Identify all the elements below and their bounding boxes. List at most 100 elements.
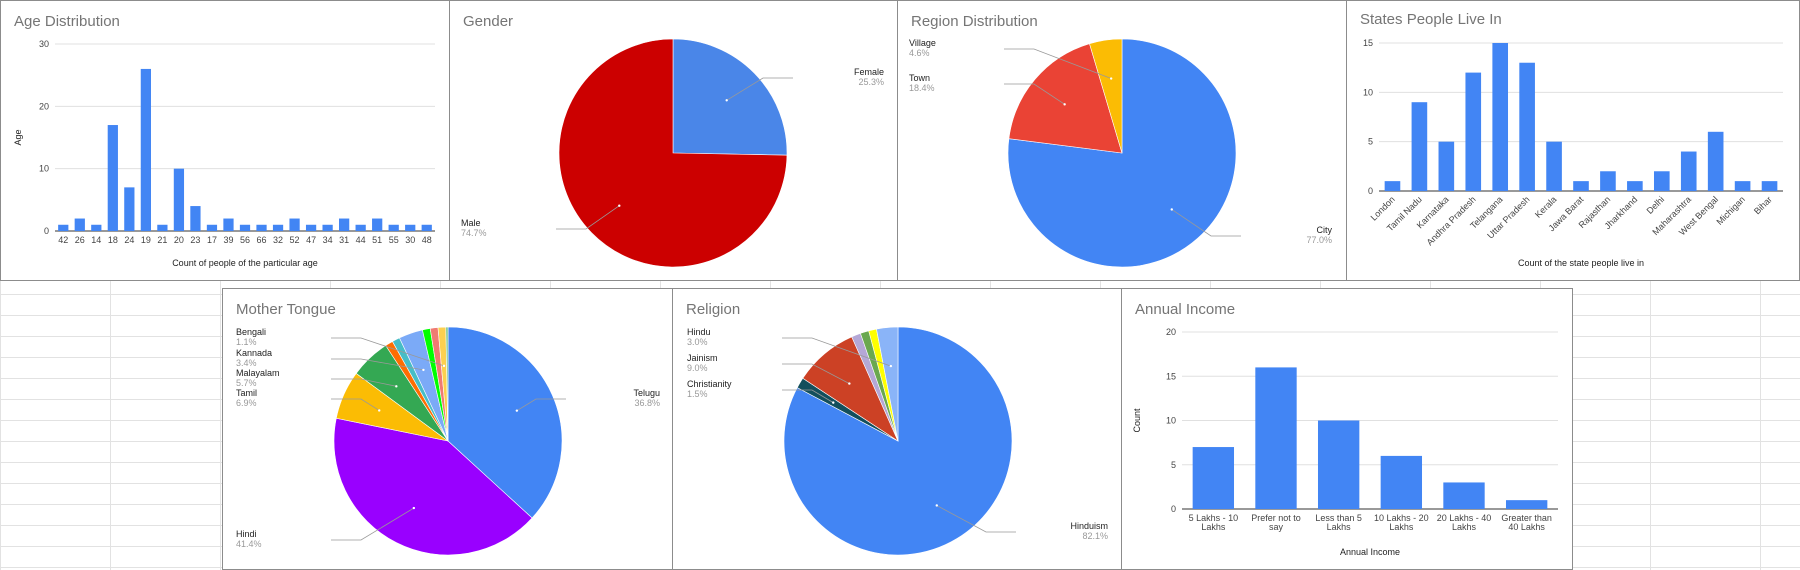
bar [1519, 62, 1535, 191]
bar [58, 224, 69, 231]
slice-percent: 25.3% [858, 77, 884, 87]
x-tick-label: 24 [124, 235, 134, 245]
bar [256, 224, 267, 231]
bar [190, 206, 201, 231]
chart-title: Religion [686, 301, 741, 318]
x-tick-label: 20 Lakhs - 40 [1437, 513, 1492, 523]
bar [388, 224, 399, 231]
bar [322, 224, 333, 231]
x-tick-label: 51 [372, 235, 382, 245]
leader-dot [1063, 103, 1066, 106]
slice-label: Hinduism [1070, 521, 1108, 531]
x-tick-label: 26 [75, 235, 85, 245]
bar [91, 224, 102, 231]
x-tick-label: 34 [323, 235, 333, 245]
pie-slice [672, 38, 788, 156]
bar [1380, 455, 1423, 509]
x-tick-label: Lakhs [1452, 522, 1477, 532]
slice-percent: 6.9% [236, 398, 257, 408]
slice-label: City [1317, 225, 1333, 235]
leader-dot [1109, 77, 1113, 80]
religion-chart[interactable]: Religion Hinduism 82.1% Christianity 1.5% Ja… [672, 288, 1122, 570]
bar [1192, 447, 1235, 509]
x-tick-label: Lakhs [1389, 522, 1414, 532]
leader-line [726, 77, 793, 101]
slice-label: Christianity [687, 379, 732, 389]
x-tick-label: 20 [174, 235, 184, 245]
leader-line [331, 398, 380, 411]
bar [355, 224, 366, 231]
chart-title: States People Live In [1360, 11, 1502, 28]
leader-line [516, 398, 566, 412]
x-tick-label: Lakhs [1327, 522, 1352, 532]
x-tick-label: 55 [389, 235, 399, 245]
bar [74, 218, 85, 231]
slice-percent: 41.4% [236, 539, 262, 549]
leader-dot [848, 382, 851, 385]
bar [1384, 181, 1401, 191]
leader-line [556, 205, 620, 230]
bar [1627, 181, 1643, 191]
states-chart[interactable]: States People Live In 0 5 10 15 London Tamil … [1346, 0, 1800, 281]
annual-income-chart[interactable]: Annual Income 0 5 10 15 20 5 Lakhs - 10 Lakhs P… [1121, 288, 1573, 570]
mother-tongue-chart[interactable]: Mother Tongue Telugu 36.8% Hindi 41.4% Tamil… [222, 288, 673, 570]
leader-dot [412, 506, 416, 510]
y-tick-label: 15 [1363, 38, 1373, 48]
pie-slice [876, 326, 899, 442]
leader-dot [422, 368, 425, 372]
slice-percent: 1.1% [236, 337, 257, 347]
leader-dot [725, 99, 728, 102]
chart-title: Region Distribution [911, 13, 1038, 30]
x-tick-label: 42 [58, 235, 68, 245]
pie-slice [447, 326, 563, 519]
leader-line [1004, 83, 1065, 105]
x-tick-label: Delhi [1645, 194, 1667, 216]
y-tick-label: 10 [1363, 87, 1373, 97]
chart-title: Annual Income [1135, 301, 1236, 318]
bar [107, 125, 118, 231]
bar [405, 224, 416, 231]
bar [1438, 141, 1455, 191]
bar [305, 224, 317, 231]
x-tick-label: 23 [190, 235, 200, 245]
y-tick-label: 10 [1166, 416, 1176, 426]
leader-line [936, 505, 1016, 533]
x-tick-label: 48 [422, 235, 432, 245]
x-tick-label: Lakhs [1201, 522, 1226, 532]
y-tick-label: 0 [1171, 504, 1176, 514]
slice-percent: 77.0% [1306, 235, 1332, 245]
leader-line [331, 358, 424, 371]
pie-slice [1008, 43, 1123, 154]
bar [140, 68, 151, 231]
slice-label: Kannada [236, 348, 272, 358]
slice-label: Hindu [687, 327, 711, 337]
x-tick-label: 47 [306, 235, 316, 245]
leader-dot [832, 401, 835, 404]
bar [1505, 500, 1548, 509]
y-tick-label: 20 [1166, 327, 1176, 337]
y-tick-label: 30 [39, 39, 49, 49]
x-tick-label: 31 [339, 235, 349, 245]
chart-title: Gender [463, 13, 514, 30]
x-tick-label: 14 [91, 235, 101, 245]
slice-percent: 36.8% [634, 398, 660, 408]
bar [272, 224, 284, 231]
bar [1317, 420, 1360, 509]
age-distribution-chart[interactable]: Age Distribution 0 10 20 30 42 26 14 18 24 19 21 20… [0, 0, 450, 281]
leader-dot [935, 504, 938, 507]
bar [289, 218, 300, 231]
slice-percent: 3.4% [236, 358, 257, 368]
slice-percent: 5.7% [236, 378, 257, 388]
leader-dot [889, 364, 893, 368]
region-distribution-chart[interactable]: Region Distribution City 77.0% Town 18.4% Vi… [897, 0, 1347, 281]
gender-chart[interactable]: Gender Female 25.3% Male 74.7% [449, 0, 898, 281]
slice-percent: 4.6% [909, 48, 930, 58]
bar [1411, 102, 1428, 191]
x-axis-label: Annual Income [1340, 547, 1400, 557]
bar [372, 218, 383, 231]
